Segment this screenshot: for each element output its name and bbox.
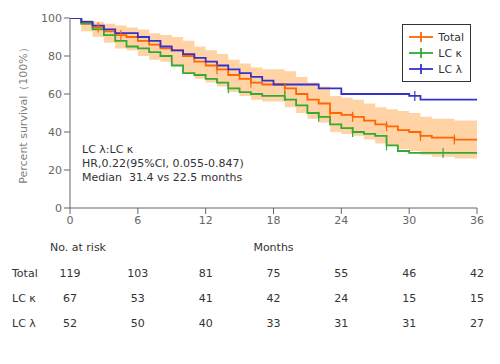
svg-text:Percent survival（100%）: Percent survival（100%） bbox=[17, 42, 30, 183]
html-text:40: 40 bbox=[198, 317, 213, 330]
html-text:31: 31 bbox=[334, 317, 349, 330]
html-text:LC κ: LC κ bbox=[12, 292, 36, 305]
html-text:50: 50 bbox=[130, 317, 145, 330]
html-text:15: 15 bbox=[402, 292, 417, 305]
html-text:HR,0.22(95%CI, 0.055-0.847): HR,0.22(95%CI, 0.055-0.847) bbox=[82, 157, 244, 171]
svg-text:100: 100 bbox=[41, 12, 62, 25]
html-text:42: 42 bbox=[470, 267, 484, 280]
html-text:Total: Total bbox=[12, 267, 38, 280]
svg-text:0: 0 bbox=[67, 214, 74, 227]
html-text:41: 41 bbox=[198, 292, 213, 305]
html-text:Months: Months bbox=[253, 241, 294, 254]
svg-text:0: 0 bbox=[55, 202, 62, 215]
html-text:53: 53 bbox=[130, 292, 145, 305]
html-text:31: 31 bbox=[402, 317, 417, 330]
html-text:15: 15 bbox=[470, 292, 484, 305]
html-text:33: 33 bbox=[266, 317, 281, 330]
html-text:103: 103 bbox=[127, 267, 149, 280]
html-text:119: 119 bbox=[59, 267, 81, 280]
html-text:67: 67 bbox=[63, 292, 77, 305]
html-text:42: 42 bbox=[266, 292, 281, 305]
html-text:24: 24 bbox=[334, 292, 349, 305]
html-text:75: 75 bbox=[266, 267, 281, 280]
html-text:LC λ: LC λ bbox=[12, 317, 36, 330]
svg-text:40: 40 bbox=[48, 126, 62, 139]
html-text:LC λ:LC κ: LC λ:LC κ bbox=[82, 143, 134, 157]
html-text:55: 55 bbox=[334, 267, 349, 280]
svg-text:80: 80 bbox=[48, 50, 62, 63]
svg-text:18: 18 bbox=[267, 214, 281, 227]
html-text:Total: Total bbox=[438, 30, 464, 44]
svg-text:24: 24 bbox=[334, 214, 348, 227]
svg-text:30: 30 bbox=[402, 214, 416, 227]
html-text:52: 52 bbox=[63, 317, 77, 330]
svg-text:12: 12 bbox=[199, 214, 213, 227]
html-text:LC λ: LC λ bbox=[438, 62, 463, 76]
svg-text:36: 36 bbox=[470, 214, 484, 227]
svg-text:60: 60 bbox=[48, 88, 62, 101]
html-text:Median 31.4 vs 22.5 months: Median 31.4 vs 22.5 months bbox=[82, 171, 243, 185]
html-text:LC κ: LC κ bbox=[438, 46, 463, 60]
html-text:27: 27 bbox=[470, 317, 484, 330]
svg-text:6: 6 bbox=[134, 214, 141, 227]
html-text:No. at risk: No. at risk bbox=[50, 241, 106, 254]
svg-text:20: 20 bbox=[48, 164, 62, 177]
html-text:81: 81 bbox=[198, 267, 213, 280]
html-text:46: 46 bbox=[402, 267, 417, 280]
